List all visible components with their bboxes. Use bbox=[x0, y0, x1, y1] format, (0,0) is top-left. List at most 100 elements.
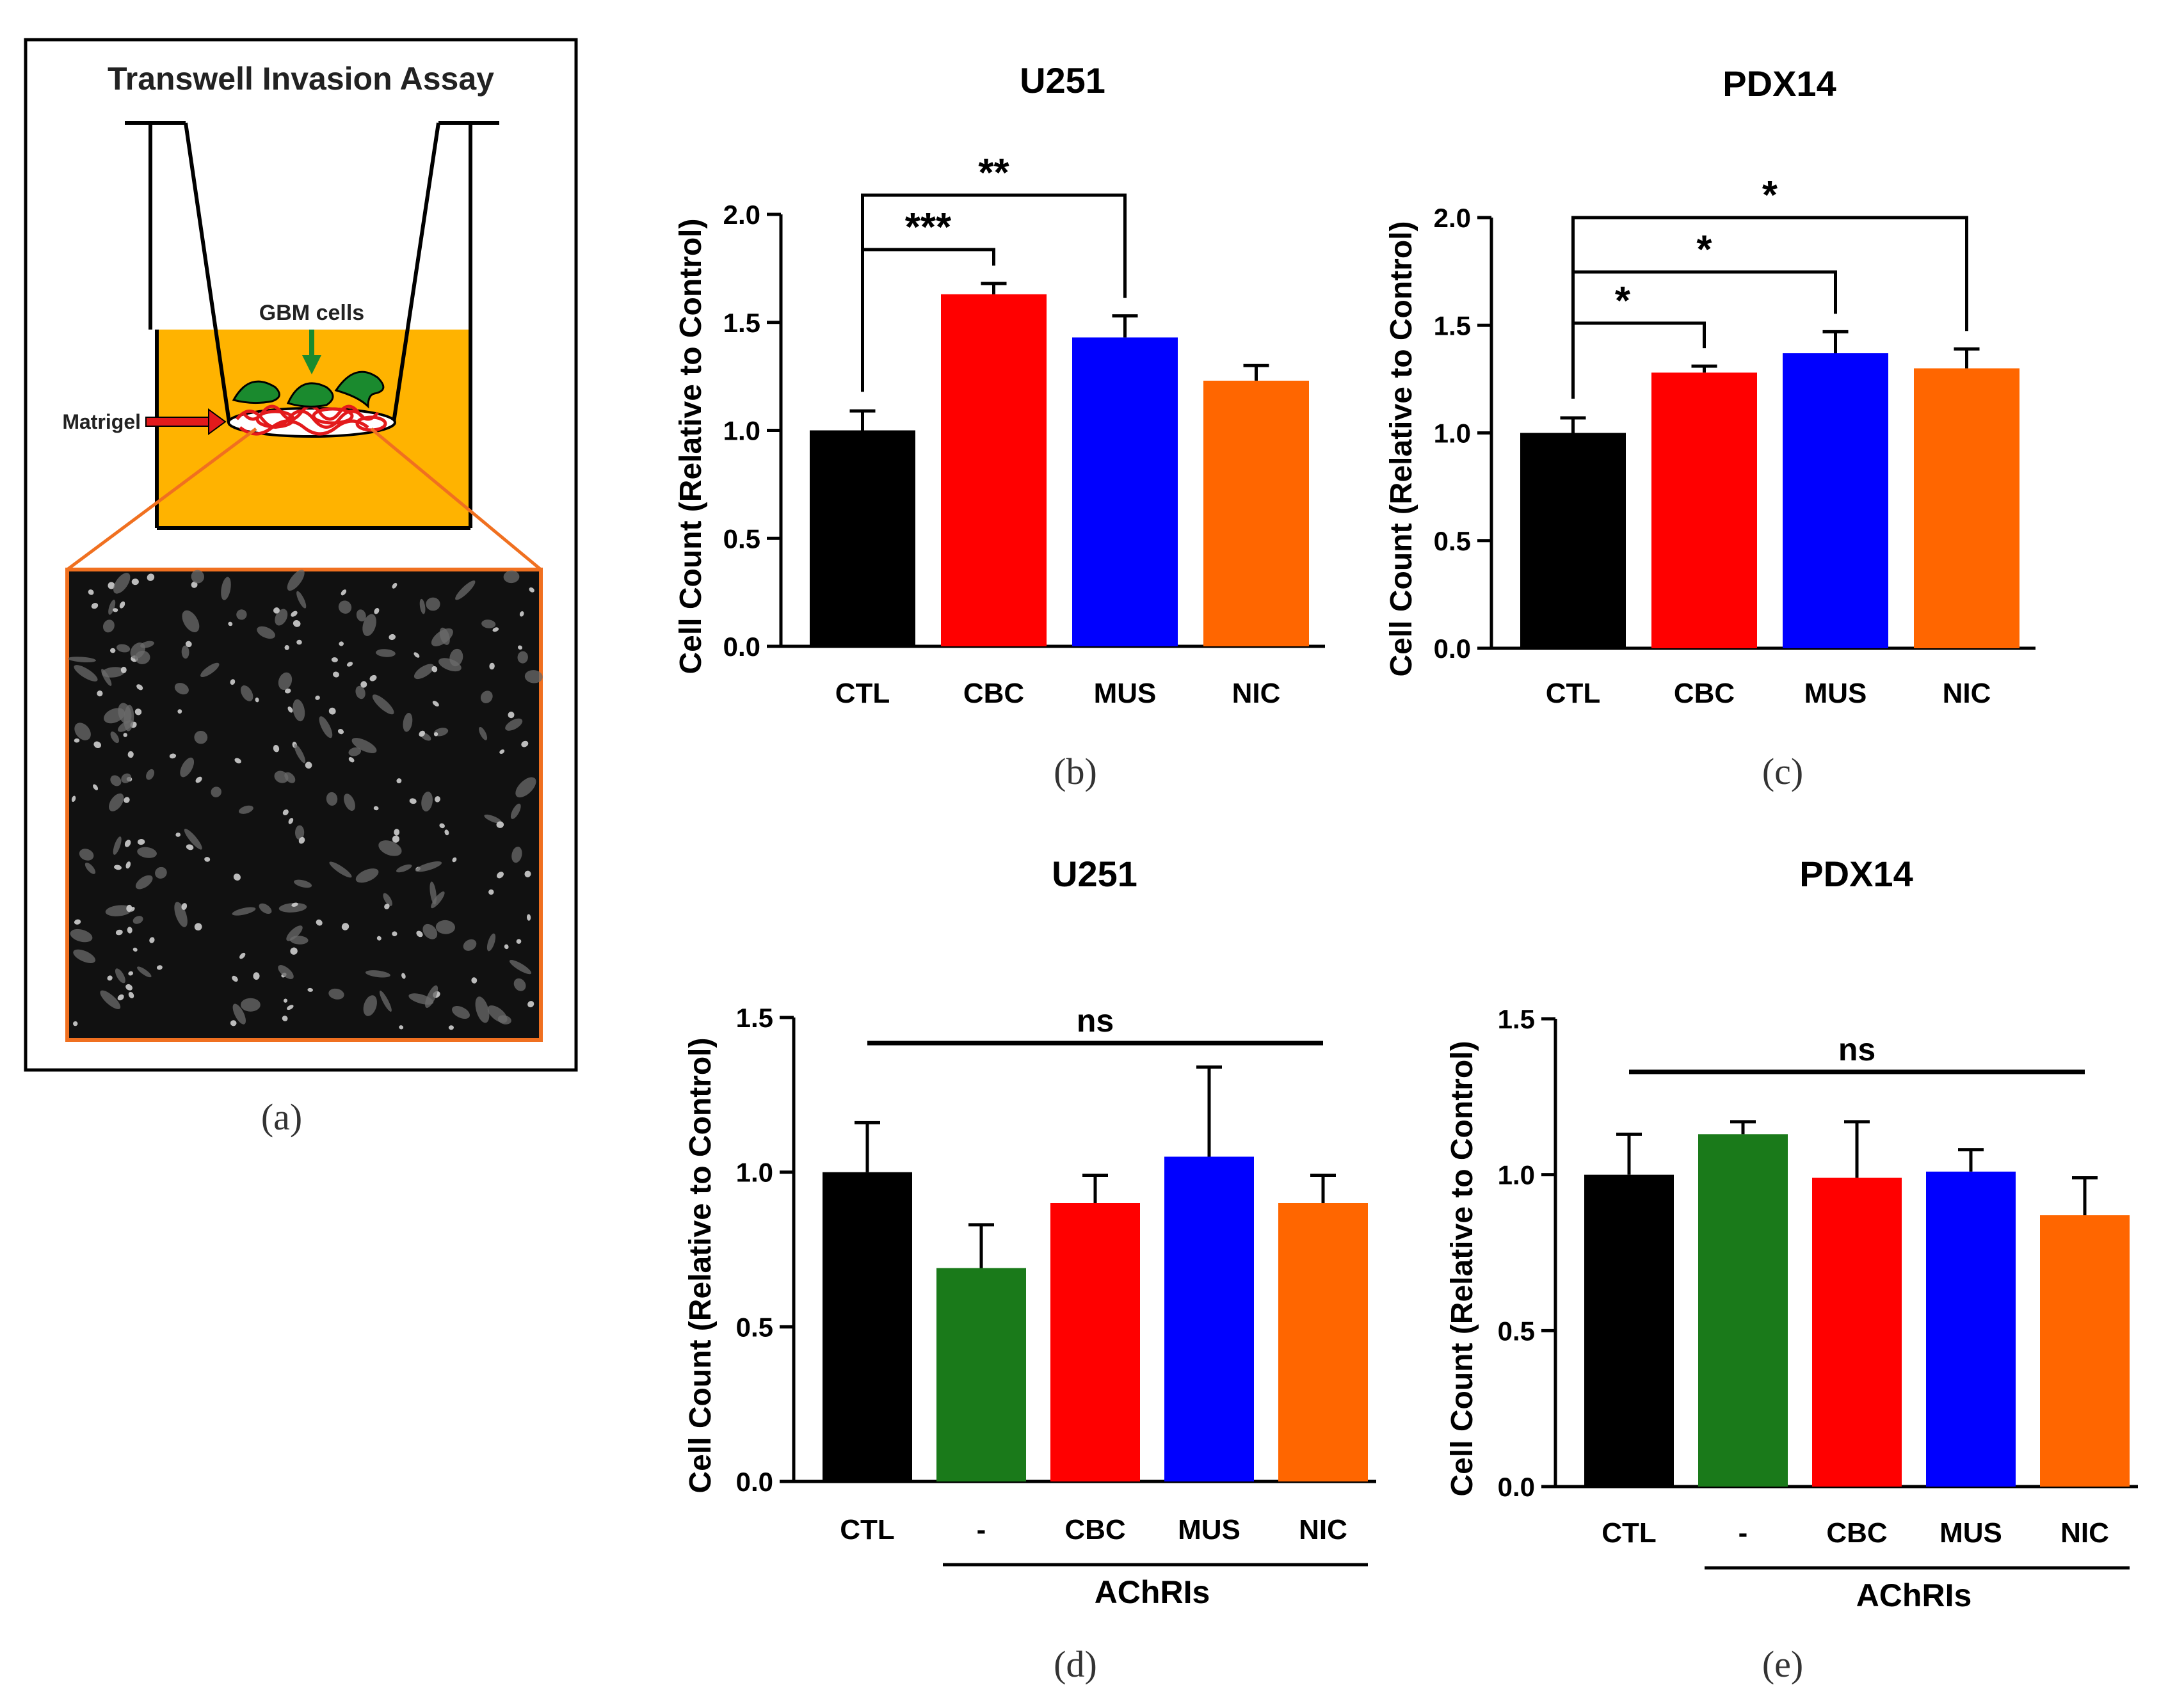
micrograph-cell bbox=[257, 626, 275, 639]
y-tick-label: 0.0 bbox=[723, 632, 760, 662]
micrograph-cell bbox=[123, 733, 127, 737]
micrograph-cell bbox=[379, 990, 392, 1012]
micrograph-cell bbox=[527, 1001, 534, 1008]
micrograph-cell bbox=[419, 730, 426, 737]
micrograph-cell bbox=[117, 994, 124, 1001]
y-tick-label: 1.0 bbox=[1434, 419, 1471, 449]
bar-nic bbox=[1203, 380, 1309, 646]
micrograph-cell bbox=[73, 949, 96, 963]
micrograph-cell bbox=[174, 902, 188, 927]
micrograph-cell bbox=[291, 611, 298, 617]
micrograph-cell bbox=[140, 641, 154, 648]
significance-label: ** bbox=[978, 151, 1009, 195]
y-tick-label: 1.5 bbox=[1498, 1004, 1535, 1034]
y-tick-label: 1.5 bbox=[1434, 310, 1471, 340]
micrograph-cell bbox=[430, 881, 437, 905]
micrograph-cell bbox=[155, 866, 167, 879]
micrograph-cell bbox=[109, 793, 124, 811]
micrograph-cell bbox=[70, 929, 93, 943]
micrograph-cell bbox=[114, 865, 122, 870]
micrograph-cell bbox=[74, 722, 91, 740]
micrograph-cell bbox=[435, 920, 455, 934]
micrograph-cell bbox=[221, 577, 231, 600]
micrograph-cell bbox=[509, 959, 532, 975]
micrograph-cell bbox=[278, 902, 307, 913]
micrograph-cell bbox=[392, 582, 397, 589]
transwell-insert-illustration bbox=[125, 121, 499, 530]
micrograph-cell bbox=[126, 904, 132, 913]
micrograph-cell bbox=[255, 698, 259, 703]
micrograph-cell bbox=[125, 861, 131, 869]
micrograph-cell bbox=[479, 726, 488, 740]
micrograph-cell bbox=[305, 762, 312, 769]
charts: U251 Cell Count (Relative to Control) 0.0 0… bbox=[674, 60, 2138, 1685]
micrograph-cell bbox=[486, 933, 496, 952]
x-tick-label: CBC bbox=[1826, 1517, 1887, 1549]
micrograph-cell bbox=[127, 927, 132, 934]
bar-nic bbox=[1914, 368, 2019, 648]
micrograph-cell bbox=[341, 923, 349, 930]
micrograph-cell bbox=[131, 579, 139, 586]
micrograph-cell bbox=[128, 971, 134, 976]
micrograph-cell bbox=[135, 875, 153, 890]
micrograph-cell bbox=[396, 778, 402, 784]
panel-a-frame bbox=[24, 38, 578, 1072]
micrograph-cell bbox=[132, 916, 143, 924]
chart-title: PDX14 bbox=[1722, 63, 1836, 104]
micrograph-cell bbox=[316, 919, 323, 926]
micrograph-cell bbox=[204, 857, 211, 862]
x-tick-label: MUS bbox=[1939, 1517, 2002, 1549]
micrograph-cell bbox=[211, 786, 221, 797]
significance-bracket bbox=[861, 193, 1127, 392]
micrograph-cell bbox=[416, 930, 423, 938]
micrograph-cell bbox=[492, 627, 499, 632]
micrograph-cell bbox=[93, 741, 101, 749]
micrograph-cell bbox=[346, 662, 353, 667]
micrograph-cell bbox=[360, 681, 367, 688]
micrograph-cell bbox=[127, 751, 134, 758]
micrograph-cell bbox=[425, 985, 438, 1009]
micrograph-cell bbox=[426, 597, 440, 611]
x-tick-label: CBC bbox=[963, 678, 1024, 709]
micrograph-cell bbox=[328, 988, 344, 1000]
micrograph-cell bbox=[121, 773, 132, 783]
chart-title: U251 bbox=[1020, 60, 1105, 100]
micrograph-cell bbox=[307, 987, 313, 992]
micrograph-cell bbox=[181, 903, 188, 910]
x-tick-label: - bbox=[977, 1514, 986, 1545]
micrograph-cell bbox=[259, 903, 272, 914]
micrograph-cell bbox=[521, 740, 529, 747]
micrograph-cell bbox=[115, 968, 125, 984]
micrograph-cell bbox=[278, 965, 294, 979]
micrograph-cell bbox=[414, 664, 435, 680]
micrograph-cell bbox=[68, 657, 97, 662]
micrograph-cell bbox=[296, 591, 307, 609]
micrograph-cell bbox=[524, 670, 543, 683]
micrograph-cell bbox=[511, 847, 522, 863]
y-tick-label: 1.5 bbox=[736, 1003, 773, 1033]
panel-caption: (e) bbox=[1762, 1643, 1803, 1685]
micrograph-cell bbox=[293, 620, 301, 627]
micrograph-cell bbox=[232, 975, 238, 982]
micrograph-cell bbox=[230, 679, 236, 685]
micrograph-cell bbox=[348, 747, 362, 756]
micrograph-cell bbox=[100, 990, 121, 1009]
micrograph-cell bbox=[435, 796, 440, 802]
micrograph-cell bbox=[291, 902, 298, 907]
y-tick-label: 0.5 bbox=[1498, 1316, 1535, 1346]
micrograph-cell bbox=[452, 1005, 470, 1019]
micrograph-cell bbox=[132, 947, 138, 952]
micrograph-cell bbox=[471, 977, 478, 984]
micrograph-cell bbox=[383, 893, 392, 906]
micrograph-cell bbox=[389, 634, 396, 641]
micrograph-cell bbox=[415, 861, 442, 872]
micrograph-cell bbox=[463, 939, 477, 951]
micrograph-cell bbox=[194, 923, 202, 931]
y-tick-label: 0.5 bbox=[723, 523, 760, 554]
micrograph-cell bbox=[337, 729, 344, 735]
micrograph-cell bbox=[422, 923, 438, 939]
micrograph-cell bbox=[228, 621, 233, 627]
bar-ctl bbox=[1520, 433, 1626, 648]
significance-label: *** bbox=[905, 205, 952, 250]
